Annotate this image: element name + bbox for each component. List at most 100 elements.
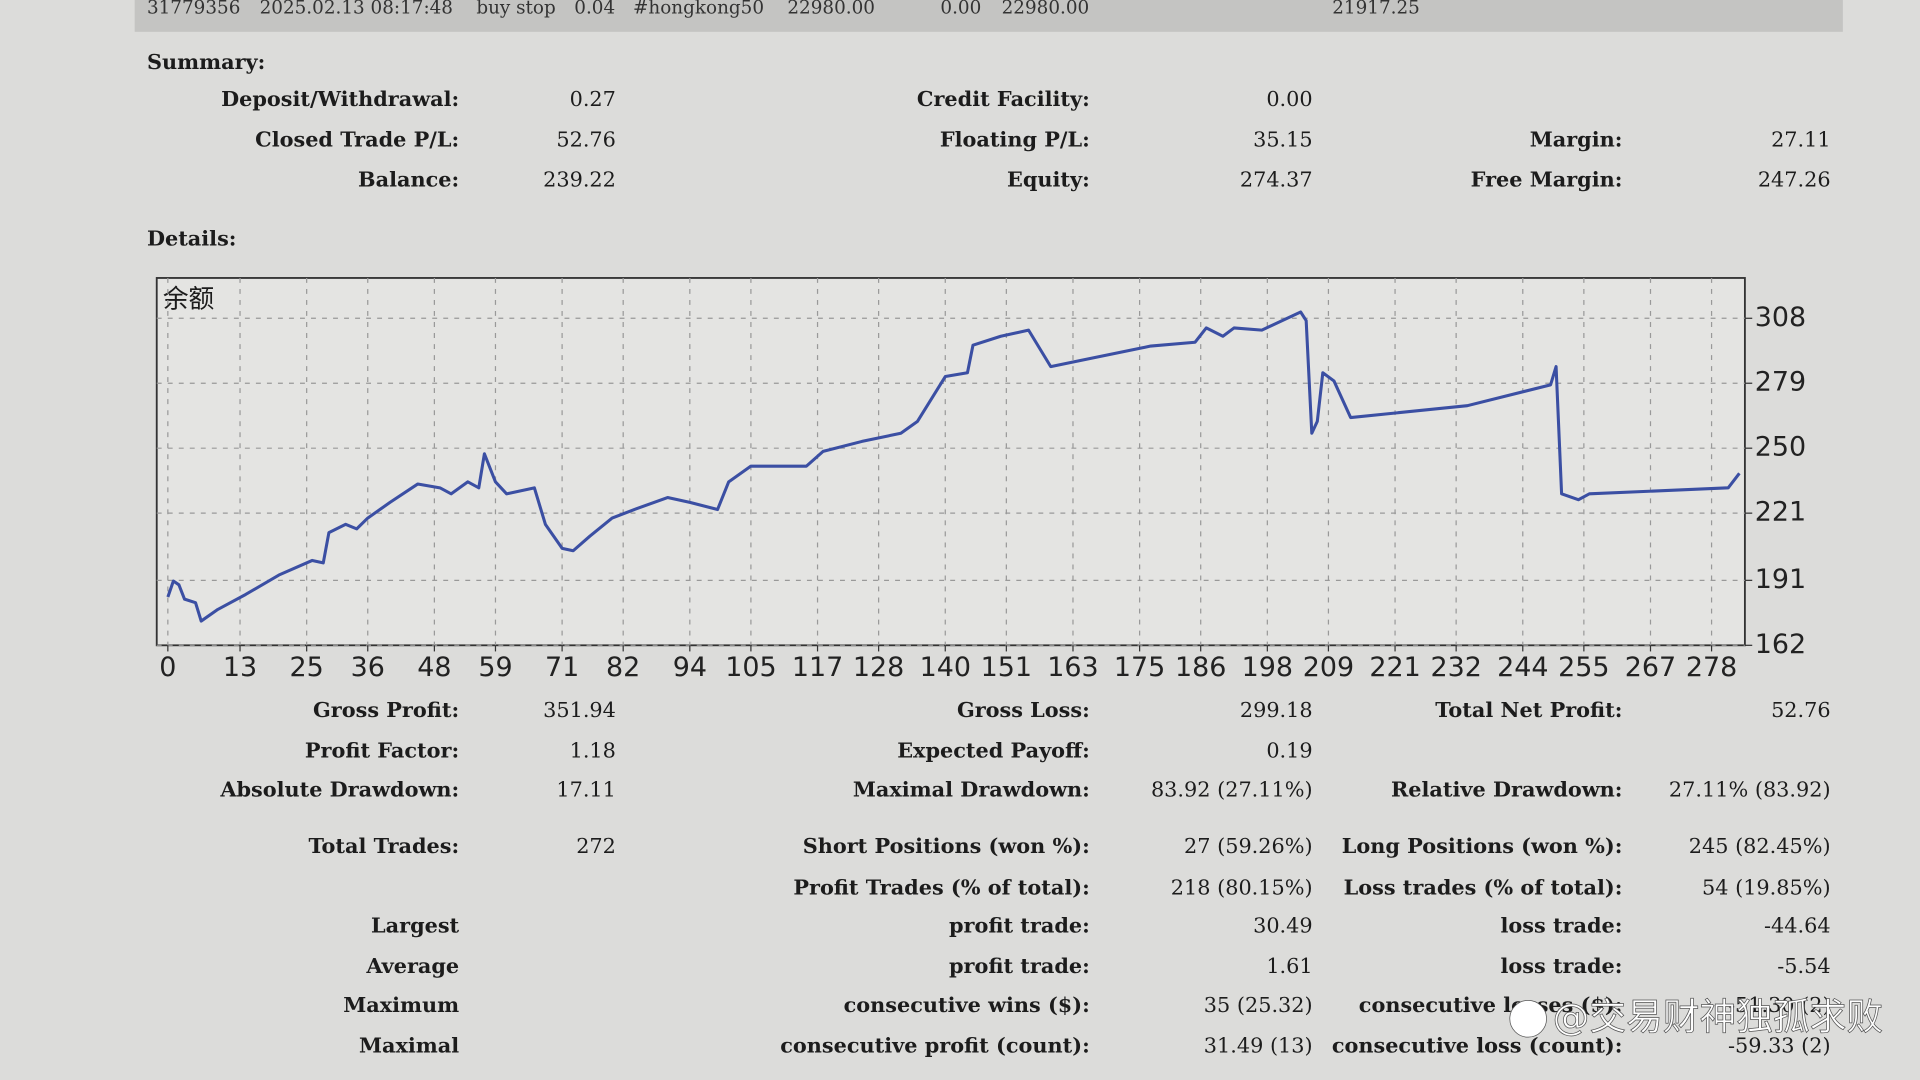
field-value: 54 (19.85%) [1702,875,1831,899]
x-tick-label: 267 [1625,652,1676,683]
field-label: Maximal Drawdown: [853,777,1090,802]
field-label: Deposit/Withdrawal: [221,86,459,111]
field-value: -5.54 [1777,954,1830,978]
field-label: Equity: [1007,167,1090,192]
x-tick-label: 48 [417,652,451,683]
order-row-bg [134,0,1843,32]
field-label: Maximum [343,992,459,1017]
order-cell: 0.04 [574,0,615,19]
field-value: 31.49 (13) [1204,1033,1313,1057]
field-value: -59.33 (2) [1728,1033,1831,1057]
field-value: 239.22 [543,168,616,192]
field-value: 27 (59.26%) [1184,834,1313,858]
plot-area [155,277,1746,647]
y-tick-label: 308 [1755,302,1806,333]
balance-line [166,310,1741,623]
x-tick-label: 105 [725,652,776,683]
field-label: Largest [371,912,460,937]
field-value: 27.11 [1771,127,1831,151]
field-value: 272 [576,834,616,858]
x-tick-label: 151 [981,652,1032,683]
field-label: Long Positions (won %): [1342,833,1623,858]
x-tick-label: 59 [478,652,512,683]
field-label: consecutive loss (count): [1332,1032,1623,1057]
field-value: 0.19 [1266,738,1312,762]
x-tick-label: 163 [1047,652,1098,683]
x-tick-label: 36 [351,652,385,683]
field-value: 0.27 [570,87,616,111]
x-tick-label: 0 [159,652,176,683]
field-label: Total Trades: [308,833,459,858]
field-label: Gross Profit: [313,697,459,722]
x-tick-label: 117 [792,652,843,683]
field-value: 247.26 [1758,168,1831,192]
x-tick-label: 94 [673,652,707,683]
y-tick-label: 221 [1755,497,1806,528]
field-label: consecutive profit (count): [780,1032,1090,1057]
y-tick-label: 162 [1755,629,1806,660]
field-value: 52.76 [1771,698,1831,722]
watermark-icon [1509,1000,1547,1038]
field-label: Short Positions (won %): [803,833,1090,858]
field-value: 218 (80.15%) [1171,875,1313,899]
field-value: 52.76 [556,127,616,151]
field-label: Margin: [1530,126,1623,151]
field-label: consecutive losses ($): [1359,992,1623,1017]
x-tick-label: 209 [1303,652,1354,683]
field-label: loss trade: [1501,953,1623,978]
field-value: 17.11 [556,778,616,802]
field-label: profit trade: [949,912,1090,937]
field-label: Average [365,953,459,978]
field-label: Gross Loss: [957,697,1090,722]
x-tick-label: 244 [1497,652,1548,683]
chart-title: 余额 [163,285,214,315]
field-label: consecutive wins ($): [844,992,1090,1017]
field-value: 35.15 [1253,127,1313,151]
x-tick-label: 186 [1175,652,1226,683]
field-value: 35 (25.32) [1204,993,1313,1017]
field-value: 1.61 [1266,954,1312,978]
y-tick-label: 250 [1755,432,1806,463]
x-tick-label: 175 [1114,652,1165,683]
field-label: Expected Payoff: [897,737,1090,762]
field-value: -51.30 (2) [1728,993,1831,1017]
field-value: 351.94 [543,698,616,722]
field-value: 30.49 [1253,913,1313,937]
field-label: Profit Trades (% of total): [793,874,1089,899]
x-tick-label: 278 [1686,652,1737,683]
field-label: Credit Facility: [917,86,1090,111]
order-cell: 22980.00 [787,0,875,19]
x-tick-label: 255 [1558,652,1609,683]
x-tick-label: 128 [853,652,904,683]
field-label: profit trade: [949,953,1090,978]
field-value: 245 (82.45%) [1689,834,1831,858]
field-value: 0.00 [1266,87,1312,111]
field-label: Relative Drawdown: [1391,777,1622,802]
field-label: Floating P/L: [940,126,1090,151]
field-label: Maximal [359,1032,459,1057]
x-tick-label: 232 [1430,652,1481,683]
x-tick-label: 25 [290,652,324,683]
field-label: Total Net Profit: [1435,697,1622,722]
field-value: 299.18 [1240,698,1313,722]
field-value: -44.64 [1764,913,1831,937]
order-cell: 2025.02.13 08:17:48 [260,0,453,19]
order-cell: 21917.25 [1332,0,1420,19]
field-label: loss trade: [1501,912,1623,937]
field-value: 27.11% (83.92) [1669,778,1831,802]
order-cell: 22980.00 [1002,0,1090,19]
order-cell: buy stop [476,0,555,19]
field-label: Balance: [358,167,459,192]
field-label: Free Margin: [1471,167,1623,192]
field-label: Profit Factor: [305,737,459,762]
field-value: 83.92 (27.11%) [1151,778,1313,802]
x-tick-label: 198 [1242,652,1293,683]
field-label: Loss trades (% of total): [1344,874,1623,899]
order-cell: 31779356 [147,0,240,19]
section-title: Summary: [147,49,265,74]
x-tick-label: 82 [606,652,640,683]
field-label: Closed Trade P/L: [255,126,459,151]
field-label: Absolute Drawdown: [219,777,459,802]
